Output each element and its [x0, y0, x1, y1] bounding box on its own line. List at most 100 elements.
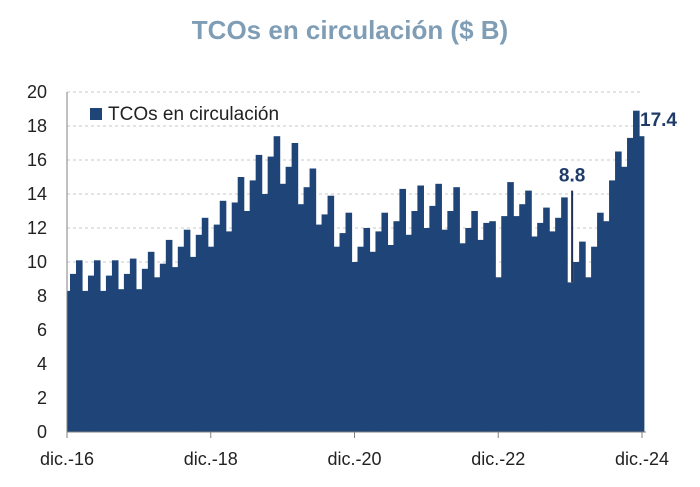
bar [435, 183, 442, 432]
y-tick-label: 0 [37, 422, 47, 442]
data-label: 8.8 [559, 166, 585, 187]
bar [129, 258, 137, 432]
bar [255, 154, 263, 432]
bar [543, 207, 550, 432]
bar [381, 212, 389, 432]
y-tick-label: 20 [27, 82, 47, 102]
bar [339, 233, 347, 432]
bar [507, 182, 514, 432]
bar [501, 216, 508, 432]
bar [609, 180, 616, 432]
bar [123, 273, 131, 432]
bar [177, 246, 185, 432]
bar [333, 246, 341, 432]
bar [105, 275, 113, 432]
bar [453, 187, 460, 432]
bar [81, 290, 89, 432]
bar [297, 204, 305, 432]
y-tick-label: 16 [27, 150, 47, 170]
y-tick-label: 8 [37, 286, 47, 306]
bar [351, 262, 359, 432]
bar [321, 214, 329, 432]
bar [75, 260, 83, 432]
x-tick-label: dic.-20 [327, 449, 381, 469]
bar [549, 231, 556, 432]
bar [633, 110, 640, 432]
bar [441, 229, 448, 432]
bar [159, 263, 167, 432]
bar [69, 273, 77, 432]
bar [519, 204, 526, 432]
bar [477, 239, 484, 432]
bar [399, 188, 407, 432]
bar [621, 166, 628, 433]
y-tick-label: 10 [27, 252, 47, 272]
bar [171, 267, 179, 432]
bar [195, 234, 203, 432]
bar [189, 256, 197, 432]
bar [357, 246, 365, 432]
legend-label: TCOs en circulación [108, 104, 279, 125]
bar [417, 185, 424, 432]
bar [309, 168, 317, 432]
bar [639, 136, 645, 432]
bar [597, 212, 604, 432]
bar [327, 195, 335, 432]
bar [387, 245, 395, 432]
bar [447, 211, 454, 432]
bar [225, 231, 233, 432]
y-tick-label: 4 [37, 354, 47, 374]
bar [93, 260, 101, 432]
bar [513, 216, 520, 432]
axes [66, 92, 646, 438]
bar [591, 246, 598, 432]
bar [567, 282, 574, 432]
bar [423, 228, 430, 432]
y-tick-label: 12 [27, 218, 47, 238]
bar [147, 251, 155, 432]
bar [231, 202, 239, 432]
bar [111, 260, 119, 432]
bar [261, 194, 269, 432]
bar [165, 239, 173, 432]
bar [267, 156, 275, 432]
bar [285, 166, 293, 433]
bar [393, 221, 401, 432]
bar [99, 290, 107, 432]
bar [615, 151, 622, 432]
bar [459, 243, 466, 432]
chart-title: TCOs en circulación ($ B) [191, 15, 509, 45]
bar [429, 205, 436, 432]
bar [411, 211, 418, 432]
bar [537, 222, 544, 432]
bar [243, 211, 251, 432]
y-tick-label: 2 [37, 388, 47, 408]
tick-labels: 0 2 4 6 8 10 12 14 16 18 20 dic.-16 dic.-18 dic.-20 di… [27, 82, 669, 469]
bar [555, 217, 562, 432]
x-tick-label: dic.-18 [184, 449, 238, 469]
y-tick-label: 6 [37, 320, 47, 340]
bar [603, 221, 610, 432]
bar [135, 289, 143, 432]
data-label: 17.4 [640, 110, 677, 131]
bar [579, 241, 586, 432]
annotations: 8.8 17.4 [559, 110, 677, 283]
y-tick-label: 14 [27, 184, 47, 204]
x-tick-label: dic.-16 [40, 449, 94, 469]
bar [141, 268, 149, 432]
bar [219, 200, 227, 432]
bar [291, 143, 299, 432]
bar [369, 251, 377, 432]
bar [561, 197, 568, 432]
bar [375, 231, 383, 432]
bar [87, 275, 95, 432]
bar [237, 177, 245, 432]
bar [207, 246, 215, 432]
legend: TCOs en circulación [90, 104, 279, 125]
bar [249, 180, 257, 432]
legend-swatch [90, 108, 102, 120]
bar [465, 228, 472, 432]
bar [585, 277, 592, 432]
bar [483, 222, 490, 432]
